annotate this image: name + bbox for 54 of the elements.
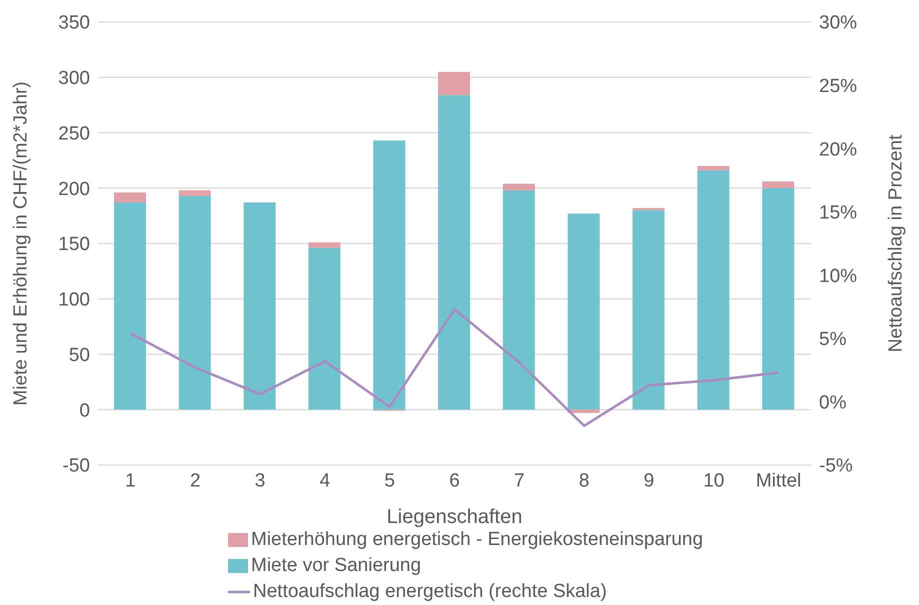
legend-label: Mieterhöhung energetisch - Energiekosteneinsparung (251, 529, 704, 551)
y2-axis-title: Nettoaufschlag in Prozent (886, 134, 907, 352)
bar (697, 166, 730, 170)
y-tick-label: 300 (58, 68, 90, 90)
y2-tick-label: -5% (819, 456, 853, 477)
x-tick-label: 5 (384, 470, 395, 492)
y2-tick-label: 30% (819, 12, 858, 34)
x-tick-label: 8 (578, 470, 590, 492)
y-tick-label: 100 (58, 290, 90, 311)
legend-label: Miete vor Sanierung (251, 555, 422, 577)
y-tick-label: 50 (68, 344, 90, 366)
bar (114, 192, 146, 203)
bar (373, 140, 406, 410)
y-tick-label: -50 (62, 456, 90, 477)
bar (308, 242, 340, 248)
x-tick-label: 1 (125, 470, 136, 492)
y2-tick-label: 15% (819, 202, 858, 224)
bar (244, 202, 276, 410)
y-axis-title: Miete und Erhöhung in CHF/(m2*Jahr) (10, 81, 32, 406)
y-tick-label: 0 (79, 400, 90, 422)
x-tick-label: 2 (190, 470, 201, 492)
bar (697, 170, 730, 410)
y2-tick-label: 25% (819, 76, 858, 98)
x-tick-label: 4 (320, 470, 331, 492)
bar (762, 181, 794, 188)
x-tick-label: 3 (254, 470, 266, 492)
y-tick-label: 350 (58, 12, 90, 34)
bar (308, 248, 340, 410)
bar (438, 72, 470, 96)
y2-tick-label: 20% (819, 139, 858, 160)
bar (178, 190, 211, 196)
y2-tick-label: 10% (819, 266, 858, 287)
x-axis-title: Liegenschaften (386, 506, 522, 528)
bar (762, 188, 794, 410)
legend-label: Nettoaufschlag energetisch (rechte Skala) (253, 581, 607, 603)
bar (178, 196, 211, 410)
y2-tick-label: 0% (819, 392, 847, 414)
line-series (129, 308, 780, 428)
x-tick-label: 10 (703, 470, 724, 492)
y-tick-label: 250 (58, 123, 90, 144)
bar (438, 95, 470, 410)
x-tick-label: 9 (644, 470, 654, 492)
y-tick-label: 150 (58, 234, 90, 256)
bar (632, 210, 665, 410)
x-tick-label: 6 (449, 470, 460, 492)
bar (502, 184, 535, 190)
bar (114, 202, 146, 410)
x-tick-label: 7 (514, 470, 525, 492)
bar (568, 214, 600, 410)
bar (502, 190, 535, 410)
x-tick-label: Mittel (756, 470, 802, 492)
bar (568, 410, 600, 413)
y-tick-label: 200 (58, 178, 90, 200)
y2-tick-label: 5% (819, 329, 847, 350)
